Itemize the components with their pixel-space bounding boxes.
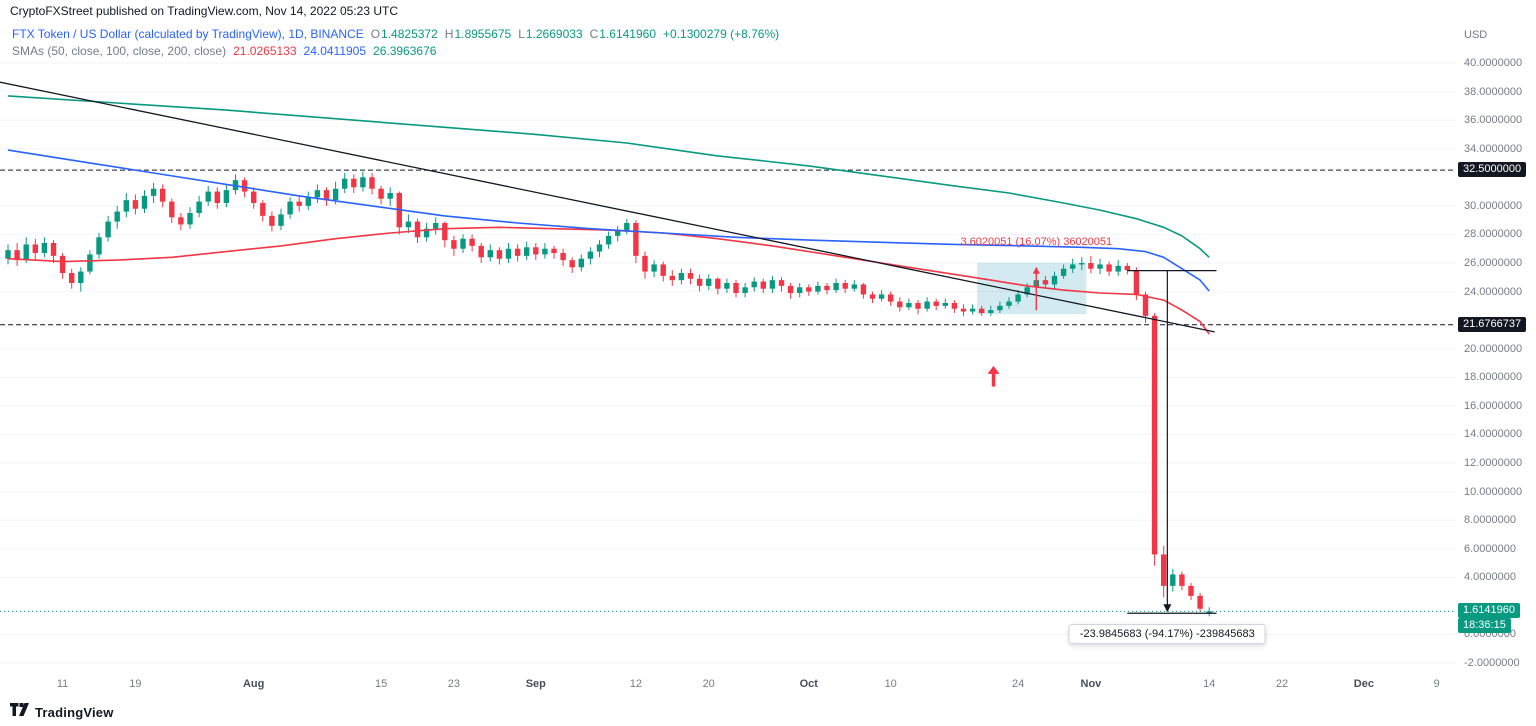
time-tick-label: 10 <box>884 678 897 690</box>
price-tick-label: 14.0000000 <box>1464 428 1523 441</box>
tradingview-logo-icon <box>10 703 29 721</box>
ohlc-close-label: C <box>589 27 599 41</box>
tradingview-brand[interactable]: TradingView <box>35 704 114 720</box>
price-tick-label: 18.0000000 <box>1464 371 1523 384</box>
time-tick-label: 9 <box>1433 678 1440 690</box>
ohlc-high-label: H <box>444 27 454 41</box>
price-tick-label: 12.0000000 <box>1464 457 1523 469</box>
tradingview-footer: TradingView <box>10 703 114 721</box>
price-tick-label: 30.0000000 <box>1464 199 1523 212</box>
sma50-line[interactable] <box>7 226 1210 335</box>
range-measure-label: 3.6020051 (16.07%) 36020051 <box>960 235 1113 248</box>
ohlc-open-label: O <box>370 27 381 41</box>
sma100-line[interactable] <box>7 149 1210 292</box>
price-tick-label: 38.0000000 <box>1464 85 1523 98</box>
currency-label: USD <box>1464 29 1488 41</box>
crash-measure-arrowhead <box>1163 604 1172 613</box>
price-tick-label: 20.0000000 <box>1464 342 1523 355</box>
time-tick-label: 11 <box>56 678 69 690</box>
ohlc-high-value: 1.8955675 <box>454 27 512 41</box>
smas-study-label[interactable]: SMAs (50, close, 100, close, 200, close) <box>12 44 227 58</box>
sma100-value: 24.0411905 <box>303 44 367 58</box>
time-tick-label: 22 <box>1275 678 1289 690</box>
price-tick-label: -2.0000000 <box>1464 657 1520 669</box>
ohlc-open-value: 1.4825372 <box>381 27 438 41</box>
attribution-bar: CryptoFXStreet published on TradingView.… <box>10 4 398 18</box>
sma200-value: 26.3963676 <box>373 44 437 58</box>
price-tick-label: 40.0000000 <box>1464 57 1523 69</box>
current-price-badge: 1.6141960 <box>1458 603 1520 619</box>
time-tick-label: Aug <box>242 678 265 690</box>
time-tick-label: Sep <box>525 678 546 690</box>
up-arrow-marker-head <box>987 365 1000 374</box>
time-tick-label: 12 <box>629 678 643 690</box>
price-axis[interactable]: USD 40.0000000 38.0000000 36.0000000 34.000… <box>1456 0 1536 726</box>
sma50-value: 21.0265133 <box>233 44 297 58</box>
price-tick-label: 34.0000000 <box>1464 142 1523 155</box>
price-chart-canvas[interactable] <box>0 0 1456 726</box>
sma200-line[interactable] <box>7 95 1210 258</box>
time-tick-label: Dec <box>1353 678 1374 690</box>
descending-trendline[interactable] <box>0 81 1215 333</box>
attribution-text: CryptoFXStreet published on TradingView.… <box>10 4 398 18</box>
ohlc-low-value: 1.2669033 <box>525 27 583 41</box>
price-tick-label: 24.0000000 <box>1464 285 1523 298</box>
time-tick-label: 23 <box>447 678 461 690</box>
time-tick-label: 14 <box>1203 678 1216 690</box>
ohlc-change: +0.1300279 (+8.76%) <box>663 27 780 41</box>
time-tick-label: 19 <box>129 678 142 690</box>
chart-legend: FTX Token / US Dollar (calculated by Tra… <box>12 26 779 60</box>
price-tick-label: 28.0000000 <box>1464 228 1523 241</box>
time-tick-label: Oct <box>799 678 818 690</box>
ohlc-low-label: L <box>518 27 525 41</box>
price-tick-label: 36.0000000 <box>1464 114 1523 127</box>
price-tick-label: 16.0000000 <box>1464 399 1523 412</box>
level-price-badge-upper: 32.5000000 <box>1458 162 1527 178</box>
price-tick-label: 6.0000000 <box>1464 542 1516 555</box>
range-arrow-head <box>1032 266 1040 274</box>
crash-measure-tooltip: -23.9845683 (-94.17%) -239845683 <box>1068 624 1266 645</box>
time-tick-label: 20 <box>702 678 715 690</box>
level-price-badge-lower: 21.6766737 <box>1458 316 1527 332</box>
price-range-box[interactable] <box>977 262 1087 315</box>
candles-layer <box>5 171 1212 617</box>
time-tick-label: 24 <box>1011 678 1025 690</box>
price-tick-label: 8.0000000 <box>1464 514 1516 527</box>
bar-countdown-badge: 18:36:15 <box>1458 618 1511 634</box>
time-tick-label: 15 <box>374 678 388 690</box>
time-axis[interactable]: 11 19 Aug 15 23 Sep 12 20 Oct 10 24 Nov 14 22 Dec 9 <box>0 678 1456 698</box>
time-tick-label: Nov <box>1080 678 1102 690</box>
symbol-title[interactable]: FTX Token / US Dollar (calculated by Tra… <box>12 27 364 41</box>
price-tick-label: 26.0000000 <box>1464 257 1523 269</box>
ohlc-close-value: 1.6141960 <box>599 27 657 41</box>
price-tick-label: 4.0000000 <box>1464 571 1516 584</box>
price-tick-label: 10.0000000 <box>1464 485 1523 498</box>
